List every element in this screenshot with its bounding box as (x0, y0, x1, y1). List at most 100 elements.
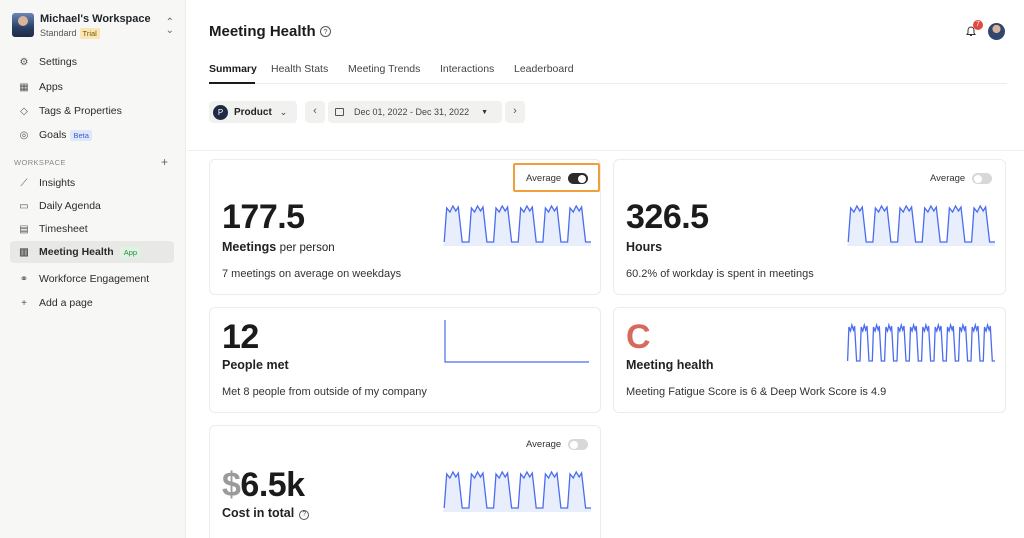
sidebar-item-label: Workforce Engagement (39, 273, 150, 285)
section-label-workspace: WORKSPACE (14, 158, 66, 167)
date-range-picker[interactable]: Dec 01, 2022 - Dec 31, 2022 ▼ (328, 101, 502, 123)
sparkline-line (847, 322, 995, 362)
average-toggle[interactable]: Average (526, 173, 589, 184)
people-met-card: 12 People met Met 8 people from outside … (209, 307, 601, 413)
workspace-switcher[interactable]: Michael's Workspace Standard Trial ⌃ ⌄ (10, 10, 176, 40)
cost-sparkline (443, 470, 591, 512)
workspace-avatar (12, 13, 34, 37)
sparkline-area (443, 206, 591, 246)
sparkline-line (443, 470, 591, 509)
hours-label: Hours (626, 240, 663, 254)
average-toggle-label: Average (526, 173, 562, 184)
toggle-switch-on[interactable] (568, 173, 589, 184)
caret-down-icon: ▼ (481, 108, 489, 116)
plan-label: Standard (40, 28, 77, 38)
meeting-health-grade: C (626, 318, 651, 356)
meeting-health-sparkline (847, 322, 995, 362)
plus-icon: + (21, 297, 27, 309)
sidebar: Michael's Workspace Standard Trial ⌃ ⌄ ⚙ Se… (0, 0, 186, 538)
sparkline-area (443, 472, 591, 512)
add-page-plus-icon[interactable]: + (161, 155, 169, 169)
meetings-label-text: Meetings (222, 240, 277, 254)
sidebar-item-goals[interactable]: ◎ Goals Beta (10, 124, 174, 146)
sidebar-item-label: Insights (39, 177, 76, 189)
sidebar-item-insights[interactable]: ⟋ Insights (10, 172, 174, 194)
help-icon[interactable]: ? (320, 26, 331, 37)
sidebar-item-apps[interactable]: ▦ Apps (10, 76, 174, 98)
currency-symbol: $ (222, 466, 241, 504)
average-toggle[interactable]: Average (930, 173, 993, 184)
sidebar-item-add-page[interactable]: + Add a page (10, 292, 174, 314)
sidebar-item-label: Settings (39, 56, 77, 68)
people-met-subtext: Met 8 people from outside of my company (222, 386, 427, 398)
tag-icon: ◇ (20, 105, 28, 117)
cost-label-text: Cost in total (222, 506, 295, 520)
average-toggle[interactable]: Average (526, 439, 589, 450)
meeting-health-label: Meeting health (626, 358, 714, 372)
next-period-button[interactable]: › (505, 101, 525, 123)
previous-period-button[interactable]: ‹ (305, 101, 325, 123)
target-icon: ◎ (19, 129, 29, 141)
sidebar-item-tags-properties[interactable]: ◇ Tags & Properties (10, 100, 174, 122)
sidebar-item-label: Goals (39, 129, 67, 141)
sidebar-item-settings[interactable]: ⚙ Settings (10, 51, 174, 73)
meetings-sparkline (443, 204, 591, 246)
agenda-icon: ▭ (19, 200, 29, 212)
tab-bar: Summary Health Stats Meeting Trends Inte… (209, 62, 1007, 84)
main-content: Meeting Health ? 7 Summary Health Stats … (187, 0, 1024, 538)
tab-interactions[interactable]: Interactions (440, 63, 495, 75)
sparkline-line (443, 204, 591, 243)
meetings-value: 177.5 (222, 198, 305, 236)
page-title: Meeting Health (209, 23, 316, 40)
date-range-label: Dec 01, 2022 - Dec 31, 2022 (354, 107, 470, 117)
tab-summary[interactable]: Summary (209, 63, 257, 75)
toggle-knob (570, 440, 579, 449)
hours-value: 326.5 (626, 198, 709, 236)
grid-icon: ▦ (19, 81, 29, 93)
meetings-subtext: 7 meetings on average on weekdays (222, 268, 402, 280)
meetings-card: Average 177.5 Meetings per person 7 meet… (209, 159, 601, 295)
toggle-knob (578, 174, 587, 183)
calendar-icon (335, 108, 344, 116)
bell-icon[interactable] (966, 26, 976, 36)
trial-badge: Trial (79, 28, 100, 39)
meetings-label: Meetings per person (222, 240, 335, 254)
app-badge: App (119, 246, 142, 258)
sidebar-item-label: Apps (39, 81, 63, 93)
cost-card: Average $6.5k Cost in total? (209, 425, 601, 538)
hours-card: Average 326.5 Hours 60.2% of workday is … (613, 159, 1006, 295)
people-icon: ⚭ (19, 273, 29, 285)
people-met-value: 12 (222, 318, 259, 356)
tab-leaderboard[interactable]: Leaderboard (514, 63, 574, 75)
sparkline-line (847, 204, 995, 243)
sparkline-area (847, 206, 995, 246)
sidebar-item-daily-agenda[interactable]: ▭ Daily Agenda (10, 195, 174, 217)
people-met-label: People met (222, 358, 289, 372)
tab-health-stats[interactable]: Health Stats (271, 63, 329, 75)
meeting-health-card: C Meeting health Meeting Fatigue Score i… (613, 307, 1006, 413)
chevron-updown-icon[interactable]: ⌃ ⌄ (165, 17, 174, 36)
sidebar-item-label: Add a page (39, 297, 93, 309)
cost-amount: 6.5k (240, 466, 305, 504)
hours-subtext: 60.2% of workday is spent in meetings (626, 268, 814, 280)
sidebar-item-label: Timesheet (39, 223, 88, 235)
gear-icon: ⚙ (19, 56, 29, 68)
meetings-label-suffix: per person (279, 242, 335, 254)
info-icon[interactable]: ? (299, 510, 310, 520)
average-toggle-label: Average (526, 439, 562, 450)
sidebar-item-timesheet[interactable]: ▤ Timesheet (10, 218, 174, 240)
user-avatar[interactable] (988, 23, 1005, 40)
tab-meeting-trends[interactable]: Meeting Trends (348, 63, 421, 75)
toggle-switch-off[interactable] (972, 173, 993, 184)
chevron-down-icon: ⌄ (279, 106, 288, 117)
product-filter-label: Product (234, 106, 272, 118)
cost-value: $6.5k (222, 466, 305, 505)
toggle-switch-off[interactable] (568, 439, 589, 450)
product-filter-button[interactable]: P Product ⌄ (209, 101, 297, 123)
sidebar-item-workforce-engagement[interactable]: ⚭ Workforce Engagement (10, 268, 174, 290)
people-met-sparkline (444, 320, 589, 363)
sidebar-item-label: Daily Agenda (39, 200, 101, 212)
active-tab-indicator (209, 82, 255, 84)
workspace-plan: Standard Trial (40, 28, 100, 39)
sidebar-item-meeting-health[interactable]: ▥ Meeting Health App (10, 241, 174, 263)
